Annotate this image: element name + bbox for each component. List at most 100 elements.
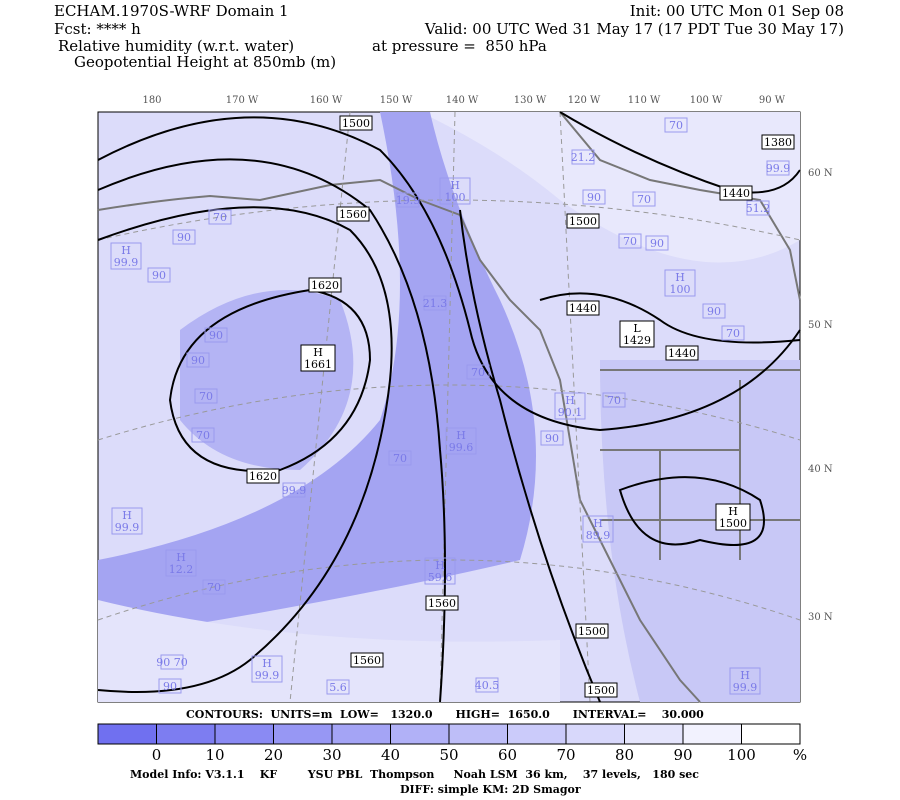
height-label-box xyxy=(566,300,600,316)
rh-field xyxy=(98,600,560,702)
rh-label-box xyxy=(158,678,182,694)
rh-label-box xyxy=(388,450,412,466)
init-time: Init: 00 UTC Mon 01 Sep 08 xyxy=(630,2,844,20)
rh-label: 70 xyxy=(623,235,637,248)
rh-label-box xyxy=(475,677,499,693)
rh-label: 70 xyxy=(726,327,740,340)
pressure-level: at pressure = 850 hPa xyxy=(372,37,547,55)
height-label-box xyxy=(339,115,373,131)
longitude-label: 110 W xyxy=(628,95,661,106)
longitude-label: 100 W xyxy=(690,95,723,106)
colorbar-swatch xyxy=(97,723,157,745)
forecast: Fcst: **** h xyxy=(54,20,141,38)
colorbar-label: 70 xyxy=(556,746,575,764)
rh-center-type: H xyxy=(435,559,445,572)
rh-center-box xyxy=(424,557,456,585)
rh-label-box xyxy=(602,392,626,408)
rh-label-box xyxy=(186,352,210,368)
rh-center-value: 90.1 xyxy=(558,406,583,419)
colorbar-swatch xyxy=(682,723,742,745)
latitude-label: 60 N xyxy=(808,168,833,179)
colorbar-label: 60 xyxy=(498,746,517,764)
rh-label-box xyxy=(160,654,184,670)
center-box xyxy=(715,503,751,531)
rh-label-box xyxy=(423,295,447,311)
rh-field xyxy=(98,112,536,640)
rh-center-box xyxy=(729,667,761,695)
height-label: 1560 xyxy=(428,597,456,610)
rh-label-box xyxy=(282,482,306,498)
rh-center-type: H xyxy=(121,244,131,257)
rh-label-box xyxy=(721,325,745,341)
rh-center-value: 59.6 xyxy=(428,571,453,584)
colorbar: 0 10 20 30 40 50 60 70 80 90 100% xyxy=(97,723,807,764)
coastlines xyxy=(97,111,801,703)
rh-center-value: 99.9 xyxy=(733,681,758,694)
rh-label: 90 70 xyxy=(156,656,188,669)
height-label: 1440 xyxy=(668,347,696,360)
rh-label: 21.3 xyxy=(423,297,448,310)
colorbar-swatch xyxy=(331,723,391,745)
longitude-label: 170 W xyxy=(226,95,259,106)
rh-label: 90 xyxy=(650,237,664,250)
rh-label: 70 xyxy=(199,390,213,403)
rh-label-box xyxy=(204,327,228,343)
colorbar-swatch xyxy=(741,723,801,745)
height-label: 1440 xyxy=(722,187,750,200)
rh-label-box xyxy=(396,192,420,208)
field-name: Geopotential Height at 850mb (m) xyxy=(74,53,336,71)
longitude-label: 120 W xyxy=(568,95,601,106)
colorbar-label: 50 xyxy=(439,746,458,764)
rh-center-value: 100 xyxy=(445,191,466,204)
rh-center-box xyxy=(439,177,471,205)
rh-center-box xyxy=(111,507,143,535)
height-label-box xyxy=(425,595,459,611)
rh-label: 21.2 xyxy=(571,151,596,164)
rh-label-box xyxy=(618,233,642,249)
height-label-box xyxy=(336,206,370,222)
rh-label-box xyxy=(702,303,726,319)
rh-label-box xyxy=(571,149,595,165)
rh-label-box xyxy=(326,679,350,695)
height-label: 1620 xyxy=(311,279,339,292)
colorbar-swatch xyxy=(448,723,508,745)
rh-label-box xyxy=(632,191,656,207)
rh-label-box xyxy=(191,427,215,443)
rh-field xyxy=(180,290,354,470)
rh-label-box xyxy=(645,235,669,251)
rh-label-box xyxy=(172,229,196,245)
height-label: 1500 xyxy=(342,117,370,130)
longitude-label: 150 W xyxy=(380,95,413,106)
rh-center-box xyxy=(165,549,197,577)
height-label-box xyxy=(719,185,753,201)
colorbar-label: 100 xyxy=(727,746,756,764)
height-label-box xyxy=(575,623,609,639)
rh-center-value: 12.2 xyxy=(169,563,194,576)
rh-label: 70 xyxy=(471,366,485,379)
rh-label: 40.5 xyxy=(475,679,500,692)
rh-center-box xyxy=(664,269,696,297)
rh-label: 99.9 xyxy=(766,162,791,175)
model-info: Model Info: V3.1.1 KF YSU PBL Thompson N… xyxy=(130,768,699,781)
center-type: L xyxy=(633,322,641,335)
rh-center-type: H xyxy=(122,509,132,522)
center-value: 1429 xyxy=(623,334,651,347)
height-label: 1620 xyxy=(249,470,277,483)
colorbar-label: 20 xyxy=(264,746,283,764)
longitude-label: 140 W xyxy=(446,95,479,106)
colorbar-label: 90 xyxy=(673,746,692,764)
height-label-box xyxy=(308,277,342,293)
longitude-label: 90 W xyxy=(759,95,786,106)
rh-label-box xyxy=(664,117,688,133)
colorbar-swatch xyxy=(565,723,625,745)
center-box xyxy=(619,320,655,348)
colorbar-label: 0 xyxy=(152,746,162,764)
rh-label: 70 xyxy=(669,119,683,132)
height-label-box xyxy=(566,213,600,229)
rh-center-type: H xyxy=(450,179,460,192)
height-contours xyxy=(97,111,801,703)
colorbar-swatch xyxy=(214,723,274,745)
rh-label-box xyxy=(746,200,770,216)
field-name: Relative humidity (w.r.t. water) xyxy=(58,37,294,55)
